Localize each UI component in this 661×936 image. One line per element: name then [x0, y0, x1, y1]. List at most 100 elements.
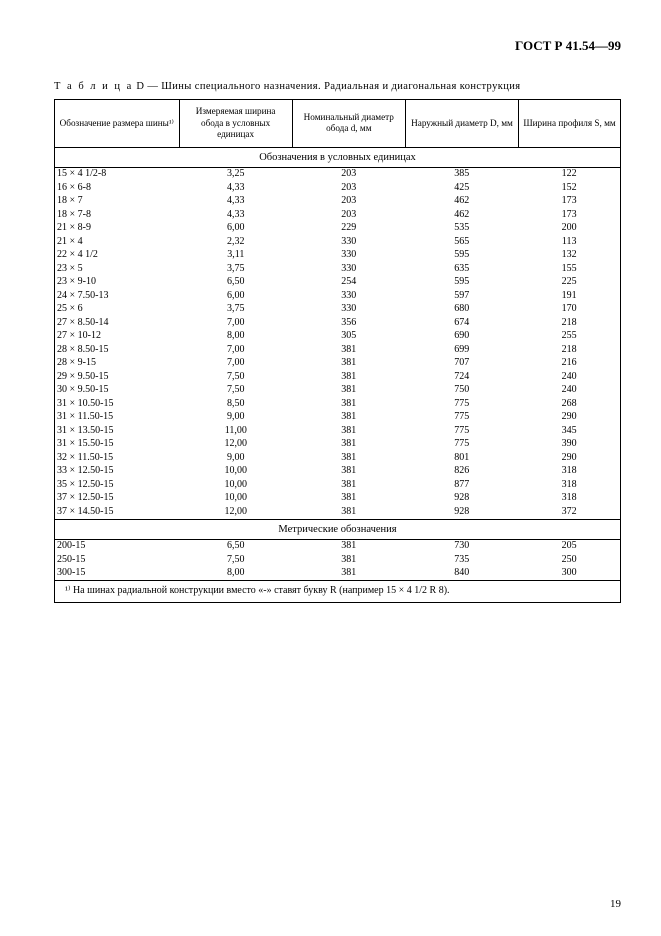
table-cell: 32 × 11.50-15	[55, 451, 179, 465]
page-number: 19	[610, 898, 621, 912]
table-row: 31 × 15.50-1512,00381775390	[55, 438, 620, 452]
table-cell: 381	[292, 424, 405, 438]
table-cell: 200-15	[55, 540, 179, 554]
table-cell: 225	[518, 276, 620, 290]
table-row: 31 × 11.50-159,00381775290	[55, 411, 620, 425]
table-caption: Т а б л и ц а D — Шины специального назн…	[54, 80, 621, 93]
table-cell: 7,00	[179, 343, 292, 357]
table-cell: 18 × 7	[55, 195, 179, 209]
table-cell: 330	[292, 289, 405, 303]
table-row: 24 × 7.50-136,00330597191	[55, 289, 620, 303]
table-cell: 7,50	[179, 553, 292, 567]
table-cell: 113	[518, 235, 620, 249]
table-row: 18 × 7-84,33203462173	[55, 208, 620, 222]
table-cell: 27 × 8.50-14	[55, 316, 179, 330]
table-cell: 356	[292, 316, 405, 330]
table-cell: 330	[292, 262, 405, 276]
table-cell: 33 × 12.50-15	[55, 465, 179, 479]
column-header: Измеряемая ширина обода в условных едини…	[179, 100, 292, 148]
table-cell: 381	[292, 384, 405, 398]
table-row: 22 × 4 1/23,11330595132	[55, 249, 620, 263]
table-cell: 372	[518, 505, 620, 519]
table-row: 30 × 9.50-157,50381750240	[55, 384, 620, 398]
table-cell: 255	[518, 330, 620, 344]
table-row: 27 × 10-128,00305690255	[55, 330, 620, 344]
table-cell: 535	[405, 222, 518, 236]
table-cell: 268	[518, 397, 620, 411]
table-cell: 31 × 11.50-15	[55, 411, 179, 425]
table-cell: 10,00	[179, 492, 292, 506]
table-cell: 381	[292, 540, 405, 554]
table-cell: 203	[292, 168, 405, 182]
table-cell: 635	[405, 262, 518, 276]
table-cell: 318	[518, 465, 620, 479]
table-cell: 8,00	[179, 567, 292, 581]
table-cell: 191	[518, 289, 620, 303]
table-cell: 462	[405, 208, 518, 222]
table-cell: 318	[518, 478, 620, 492]
table-cell: 381	[292, 492, 405, 506]
table-cell: 218	[518, 343, 620, 357]
data-rows: 15 × 4 1/2-83,2520338512216 × 6-84,33203…	[55, 168, 620, 519]
table-cell: 775	[405, 438, 518, 452]
table-cell: 9,00	[179, 451, 292, 465]
table-cell: 290	[518, 411, 620, 425]
table-cell: 240	[518, 370, 620, 384]
table-cell: 12,00	[179, 505, 292, 519]
table-cell: 6,00	[179, 222, 292, 236]
table-cell: 565	[405, 235, 518, 249]
table-cell: 595	[405, 276, 518, 290]
table-cell: 229	[292, 222, 405, 236]
table-cell: 11,00	[179, 424, 292, 438]
table-cell: 173	[518, 195, 620, 209]
table-cell: 381	[292, 357, 405, 371]
table-cell: 330	[292, 235, 405, 249]
table-row: 21 × 42,32330565113	[55, 235, 620, 249]
table-cell: 200	[518, 222, 620, 236]
table-row: 23 × 53,75330635155	[55, 262, 620, 276]
table-cell: 801	[405, 451, 518, 465]
table-cell: 4,33	[179, 181, 292, 195]
table-cell: 381	[292, 370, 405, 384]
table-cell: 35 × 12.50-15	[55, 478, 179, 492]
table-cell: 381	[292, 478, 405, 492]
table-cell: 724	[405, 370, 518, 384]
table-cell: 690	[405, 330, 518, 344]
table-cell: 2,32	[179, 235, 292, 249]
table-row: 27 × 8.50-147,00356674218	[55, 316, 620, 330]
table-cell: 31 × 13.50-15	[55, 424, 179, 438]
table-cell: 7,00	[179, 357, 292, 371]
table-cell: 381	[292, 465, 405, 479]
table-cell: 28 × 9-15	[55, 357, 179, 371]
table-cell: 23 × 9-10	[55, 276, 179, 290]
column-header: Номинальный диаметр обода d, мм	[292, 100, 405, 148]
table-cell: 30 × 9.50-15	[55, 384, 179, 398]
table-cell: 595	[405, 249, 518, 263]
table-cell: 877	[405, 478, 518, 492]
table-cell: 425	[405, 181, 518, 195]
table-cell: 330	[292, 303, 405, 317]
table-cell: 300-15	[55, 567, 179, 581]
table-cell: 381	[292, 505, 405, 519]
table-cell: 21 × 4	[55, 235, 179, 249]
column-header: Обозначение размера шины¹⁾	[55, 100, 180, 148]
table-row: 37 × 12.50-1510,00381928318	[55, 492, 620, 506]
table-cell: 254	[292, 276, 405, 290]
table-cell: 597	[405, 289, 518, 303]
table-cell: 381	[292, 343, 405, 357]
table-cell: 203	[292, 181, 405, 195]
table-cell: 15 × 4 1/2-8	[55, 168, 179, 182]
table-cell: 300	[518, 567, 620, 581]
tyre-table: Обозначение размера шины¹⁾Измеряемая шир…	[54, 99, 621, 603]
table-cell: 381	[292, 451, 405, 465]
table-row: 15 × 4 1/2-83,25203385122	[55, 168, 620, 182]
table-cell: 3,75	[179, 303, 292, 317]
table-cell: 775	[405, 411, 518, 425]
table-cell: 707	[405, 357, 518, 371]
table-cell: 31 × 15.50-15	[55, 438, 179, 452]
table-cell: 4,33	[179, 208, 292, 222]
table-cell: 10,00	[179, 478, 292, 492]
table-cell: 345	[518, 424, 620, 438]
section-heading: Метрические обозначения	[55, 519, 621, 539]
table-cell: 28 × 8.50-15	[55, 343, 179, 357]
